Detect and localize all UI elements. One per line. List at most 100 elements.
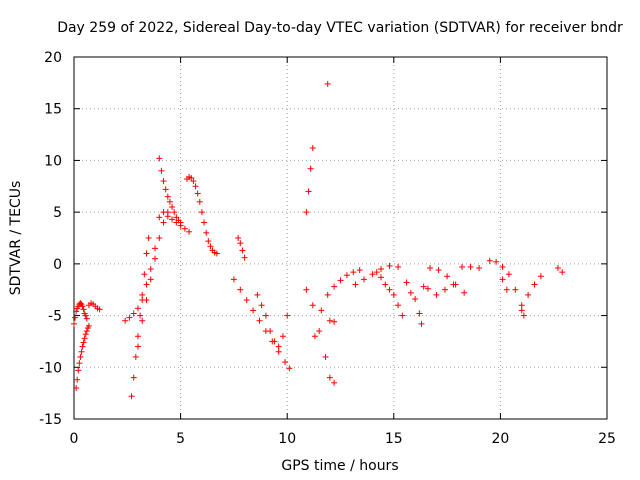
data-point xyxy=(309,302,316,309)
data-point xyxy=(152,245,159,252)
data-point xyxy=(235,235,242,241)
data-point xyxy=(518,307,525,314)
data-point xyxy=(512,286,519,293)
data-point xyxy=(352,281,359,288)
series-s26 xyxy=(459,263,483,271)
series-s10 xyxy=(235,235,248,261)
data-point xyxy=(162,186,169,193)
data-point xyxy=(316,328,323,335)
data-point xyxy=(239,247,246,254)
data-point xyxy=(130,310,137,317)
data-point xyxy=(337,277,344,284)
series-s8 xyxy=(160,209,193,235)
series-s3 xyxy=(85,300,103,313)
data-point xyxy=(326,374,333,381)
data-point xyxy=(275,343,282,350)
y-tick-label: 5 xyxy=(53,205,62,221)
data-point xyxy=(147,266,154,273)
data-point xyxy=(198,209,205,216)
series-s12 xyxy=(254,291,291,350)
data-point xyxy=(459,263,466,270)
data-point xyxy=(160,209,167,216)
data-point xyxy=(286,365,293,372)
data-point xyxy=(271,338,278,345)
data-point xyxy=(324,291,331,298)
y-tick-label: 0 xyxy=(53,257,62,273)
series-s21 xyxy=(403,279,419,303)
data-point xyxy=(77,300,84,307)
data-point xyxy=(134,305,141,312)
data-point xyxy=(254,291,261,298)
data-point xyxy=(305,188,312,195)
series-s24 xyxy=(427,264,468,296)
data-point xyxy=(96,306,103,313)
series-s16 xyxy=(311,267,363,340)
y-tick-label: -15 xyxy=(39,412,62,428)
y-tick-label: -10 xyxy=(39,360,62,376)
data-point xyxy=(267,328,274,335)
data-point xyxy=(307,165,314,172)
data-point xyxy=(82,312,89,319)
data-point xyxy=(382,281,389,288)
data-point xyxy=(237,286,244,293)
data-point xyxy=(126,314,133,321)
data-point xyxy=(201,219,208,226)
data-point xyxy=(403,279,410,286)
data-point xyxy=(158,167,165,174)
data-point xyxy=(499,263,506,270)
x-tick-label: 10 xyxy=(278,431,296,447)
data-point xyxy=(130,374,137,381)
data-point xyxy=(322,353,329,360)
data-point xyxy=(166,198,173,205)
data-point xyxy=(476,264,483,271)
data-point xyxy=(256,317,263,324)
data-point xyxy=(74,376,81,383)
data-point xyxy=(284,312,291,319)
data-point xyxy=(181,225,188,232)
data-point xyxy=(72,314,79,321)
data-point xyxy=(326,317,333,324)
data-point xyxy=(79,343,86,350)
data-point xyxy=(311,333,318,340)
y-tick-label: 15 xyxy=(44,102,62,118)
series-s5 xyxy=(128,235,152,400)
series-s18 xyxy=(352,262,402,288)
y-axis-label: SDTVAR / TECUs xyxy=(8,181,24,296)
data-point xyxy=(378,274,385,281)
data-point xyxy=(282,359,289,366)
data-point xyxy=(143,250,150,257)
series-s27 xyxy=(486,257,527,319)
y-tick-label: -5 xyxy=(48,309,62,325)
data-point xyxy=(243,297,250,304)
data-point xyxy=(80,306,87,313)
data-point xyxy=(324,80,331,87)
data-point xyxy=(156,155,163,162)
data-point xyxy=(77,353,84,360)
data-point xyxy=(395,263,402,270)
series-s2 xyxy=(73,322,92,391)
data-point xyxy=(80,339,87,346)
series-s4 xyxy=(122,214,163,324)
data-point xyxy=(559,269,566,276)
data-point xyxy=(373,269,380,276)
data-point xyxy=(213,250,220,257)
data-point xyxy=(369,271,376,278)
data-point xyxy=(134,333,141,340)
data-point xyxy=(134,343,141,350)
series-s23 xyxy=(420,283,431,292)
x-tick-label: 15 xyxy=(385,431,403,447)
x-tick-label: 0 xyxy=(70,431,79,447)
data-point xyxy=(378,266,385,273)
data-point xyxy=(141,271,148,278)
data-point xyxy=(424,285,431,292)
series-s28 xyxy=(499,276,510,293)
data-point xyxy=(237,240,244,247)
data-point xyxy=(525,291,532,298)
data-point xyxy=(152,255,159,262)
series-s25 xyxy=(433,281,457,298)
data-point xyxy=(279,333,286,340)
data-point xyxy=(71,320,77,327)
series-s19 xyxy=(373,269,393,293)
data-point xyxy=(177,222,184,229)
